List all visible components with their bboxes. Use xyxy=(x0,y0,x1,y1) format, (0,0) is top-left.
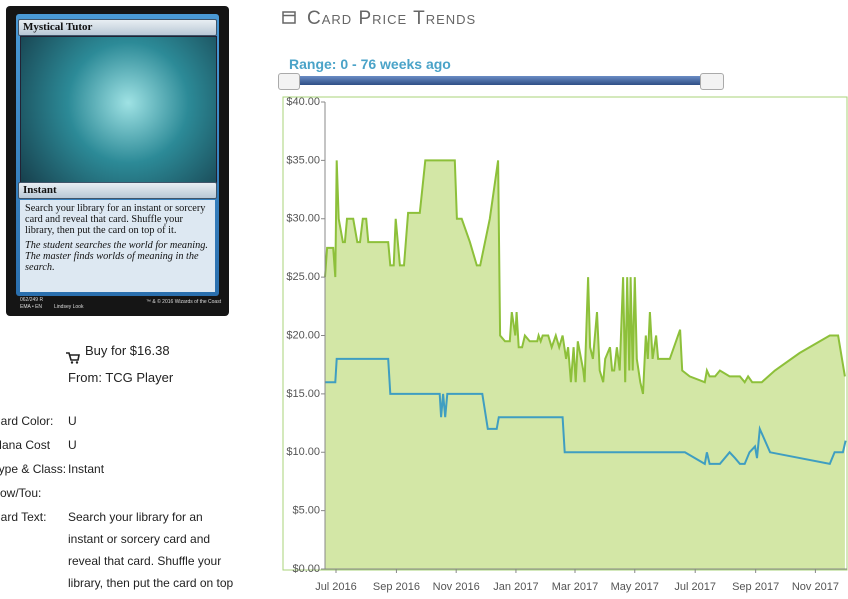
y-tick-label: $0.00 xyxy=(292,563,320,575)
slider-handle-left[interactable] xyxy=(278,73,300,90)
card-text-box: Search your library for an instant or so… xyxy=(20,200,215,292)
x-tick-label: Jul 2017 xyxy=(674,581,716,593)
card-set: EMA • EN xyxy=(20,304,43,310)
x-tick-label: Jan 2017 xyxy=(493,581,538,593)
range-label: Range: 0 - 76 weeks ago xyxy=(289,56,451,72)
x-tick-label: Nov 2016 xyxy=(433,581,480,593)
x-tick-label: Mar 2017 xyxy=(552,581,598,593)
card-title-text: Mystical Tutor xyxy=(23,21,93,33)
detail-label: Card Text: xyxy=(0,510,47,524)
card-flavor: The student searches the world for meani… xyxy=(25,240,208,273)
detail-value: U xyxy=(68,438,77,452)
slider-handle-right[interactable] xyxy=(700,73,724,90)
detail-label: Type & Class: xyxy=(0,462,67,476)
calendar-icon xyxy=(282,11,296,24)
detail-value: Search your library for an instant or so… xyxy=(68,510,234,590)
section-title: Card Price Trends xyxy=(307,8,477,29)
x-tick-label: Jul 2016 xyxy=(315,581,357,593)
range-slider[interactable] xyxy=(280,76,724,85)
line xyxy=(325,357,847,466)
y-tick-label: $40.00 xyxy=(286,96,320,108)
detail-label: Mana Cost xyxy=(0,438,51,452)
y-tick-label: $25.00 xyxy=(286,271,320,283)
detail-value: U xyxy=(68,414,77,428)
y-tick-label: $15.00 xyxy=(286,388,320,400)
card-type-text: Instant xyxy=(23,184,57,196)
cart-icon xyxy=(66,352,80,364)
detail-value: Instant xyxy=(68,462,105,476)
chart: $0.00 $5.00 $10.00 $15.00 $20.00 $25.00 $30.00… xyxy=(282,96,848,593)
y-tick-label: $5.00 xyxy=(292,505,320,517)
card-art xyxy=(20,36,217,184)
y-tick-label: $10.00 xyxy=(286,446,320,458)
x-tick-label: Sep 2017 xyxy=(732,581,779,593)
detail-label: Pow/Tou: xyxy=(0,486,42,500)
card-artist: Lindsey Look xyxy=(54,304,84,310)
x-tick-label: May 2017 xyxy=(611,581,659,593)
buy-link[interactable]: Buy for $16.38 xyxy=(85,343,170,358)
line xyxy=(324,159,846,395)
card-image: Mystical Tutor Instant Search your libra… xyxy=(6,6,229,316)
x-tick-label: Sep 2016 xyxy=(373,581,420,593)
detail-label: Card Color: xyxy=(0,414,54,428)
area xyxy=(325,160,845,569)
buy-source: From: TCG Player xyxy=(68,370,174,385)
y-tick-label: $30.00 xyxy=(286,213,320,225)
card-copyright: ™ & © 2016 Wizards of the Coast xyxy=(146,299,222,305)
card-number: 062/249 R xyxy=(20,297,44,303)
y-tick-label: $20.00 xyxy=(286,329,320,341)
x-tick-label: Nov 2017 xyxy=(792,581,839,593)
y-tick-label: $35.00 xyxy=(286,154,320,166)
card-type: Instant xyxy=(18,182,217,199)
card-rules: Search your library for an instant or so… xyxy=(25,203,206,236)
card-title: Mystical Tutor xyxy=(18,19,217,36)
